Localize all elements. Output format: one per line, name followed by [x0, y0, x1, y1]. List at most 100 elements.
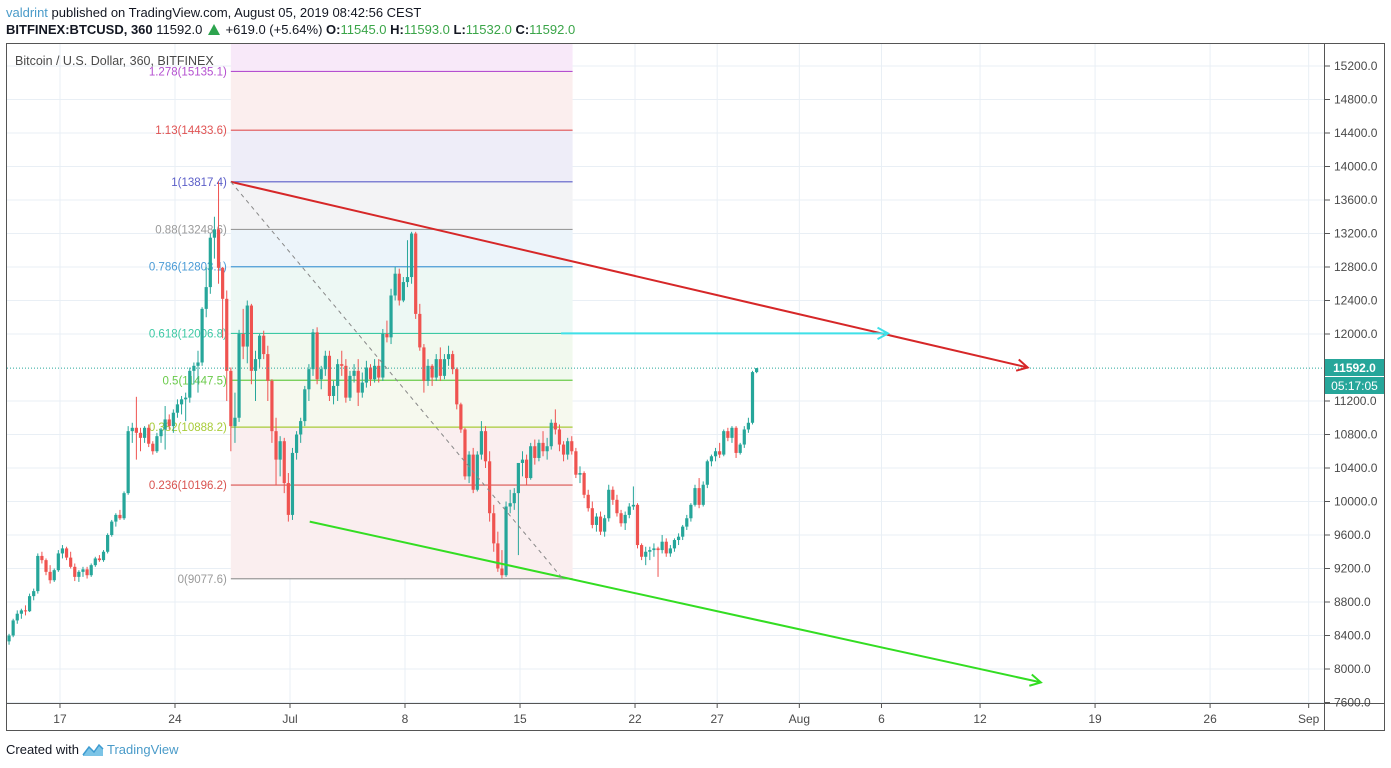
- price-tick-label: 7600.0: [1334, 696, 1371, 710]
- candle-body: [19, 610, 23, 614]
- fib-level-label: 0.236(10196.2): [149, 480, 227, 492]
- candle-body: [344, 365, 348, 398]
- candle-body: [426, 365, 430, 381]
- candle-body: [381, 334, 385, 378]
- candle-body: [722, 431, 726, 455]
- candle-body: [147, 427, 151, 444]
- candle-body: [578, 473, 582, 475]
- candle-body: [93, 558, 97, 566]
- candle-body: [36, 555, 40, 592]
- candle-body: [676, 536, 681, 541]
- price-tick-label: 8400.0: [1334, 629, 1371, 643]
- candle-body: [89, 565, 93, 576]
- candle-body: [97, 558, 102, 561]
- candle-body: [294, 434, 299, 453]
- price-tick-label: 13600.0: [1334, 193, 1378, 207]
- candle-body: [705, 461, 709, 485]
- candle-body: [508, 503, 512, 507]
- open-label: O:: [326, 22, 341, 37]
- fib-level-label: 1.13(14433.6): [155, 125, 227, 137]
- fib-level-label: 0.5(11447.5): [162, 375, 227, 387]
- fib-level-label: 1(13817.4): [171, 177, 227, 189]
- candle-body: [0, 649, 2, 652]
- candle-body: [73, 566, 77, 577]
- fib-diagonal[interactable]: [230, 181, 564, 580]
- time-tick-label: 8: [402, 712, 409, 726]
- tradingview-link[interactable]: TradingView: [106, 742, 179, 757]
- candle-body: [106, 535, 110, 552]
- candle-body: [356, 370, 360, 393]
- candle-body: [442, 359, 447, 376]
- resistance-trendline[interactable]: [230, 180, 1028, 369]
- price-tick-label: 15200.0: [1334, 59, 1378, 73]
- price-tick-label: 12000.0: [1334, 327, 1378, 341]
- price-tick-label: 14000.0: [1334, 160, 1378, 174]
- candle-body: [130, 427, 134, 432]
- candle-body: [492, 513, 496, 544]
- candle-body: [631, 504, 635, 507]
- candle-body: [245, 305, 249, 347]
- candle-body: [163, 419, 167, 430]
- low-label: L:: [453, 22, 466, 37]
- candle-body: [274, 431, 278, 460]
- candle-body: [414, 233, 418, 314]
- candle-body: [479, 431, 484, 455]
- candle-body: [101, 551, 106, 561]
- candle-body: [537, 442, 541, 458]
- arrowhead-icon: [877, 326, 891, 341]
- price-tick-label: 8800.0: [1334, 595, 1371, 609]
- candle-body: [360, 382, 364, 393]
- candle-body: [549, 422, 553, 447]
- candle-body: [77, 571, 81, 577]
- candle-body: [418, 313, 422, 348]
- candle-body: [11, 620, 15, 636]
- support-trendline[interactable]: [309, 520, 1042, 684]
- candle-body: [475, 454, 479, 490]
- candle-body: [689, 504, 693, 519]
- time-tick-label: 6: [878, 712, 885, 726]
- candle-body: [278, 441, 282, 460]
- candle-body: [422, 347, 426, 381]
- price-chart[interactable]: 1.278(15135.1) 1.13(14433.6) 1(13817.4) 0.8…: [0, 0, 1391, 740]
- fib-band: [230, 427, 573, 486]
- candle-body: [303, 389, 307, 422]
- candle-body: [44, 560, 48, 572]
- candle-body: [377, 365, 381, 378]
- candle-body: [734, 427, 738, 453]
- fib-band: [230, 71, 573, 131]
- fib-band: [230, 333, 573, 381]
- candle-body: [368, 367, 373, 380]
- candle-body: [615, 499, 619, 514]
- candlestick-series: [0, 181, 759, 652]
- candle-body: [253, 359, 258, 371]
- time-tick-label: 15: [513, 712, 527, 726]
- candle-body: [664, 541, 668, 554]
- candle-body: [746, 422, 750, 430]
- fib-band: [230, 229, 573, 267]
- time-axis[interactable]: 17 24 Jul 8 15 22 27 Aug 6 12 19 26 Sep: [53, 704, 1320, 726]
- publish-info: valdrint published on TradingView.com, A…: [6, 5, 421, 20]
- candle-body: [208, 237, 212, 288]
- candle-body: [32, 591, 36, 597]
- candle-body: [373, 365, 377, 380]
- last-price-label: 11592.0: [1333, 361, 1376, 375]
- candle-body: [155, 436, 159, 452]
- price-tick-label: 14800.0: [1334, 93, 1378, 107]
- price-axis[interactable]: 15200.0 14800.0 14400.0 14000.0 13600.0 13200…: [1325, 59, 1378, 710]
- candle-body: [126, 431, 130, 494]
- candle-body: [483, 431, 488, 462]
- price-tick-label: 14400.0: [1334, 126, 1378, 140]
- trendline-drawings[interactable]: [230, 180, 1043, 687]
- candle-body: [184, 397, 188, 400]
- candle-body: [307, 369, 311, 390]
- created-with-label: Created with: [6, 742, 79, 757]
- price-tick-label: 9600.0: [1334, 528, 1371, 542]
- candle-body: [430, 365, 434, 378]
- author-link[interactable]: valdrint: [6, 5, 48, 20]
- candle-body: [409, 233, 414, 278]
- fib-level-label: 0.88(13248.6): [155, 224, 227, 236]
- candle-body: [200, 308, 204, 363]
- candle-body: [627, 506, 631, 515]
- candle-body: [229, 370, 233, 427]
- candle-body: [249, 305, 253, 371]
